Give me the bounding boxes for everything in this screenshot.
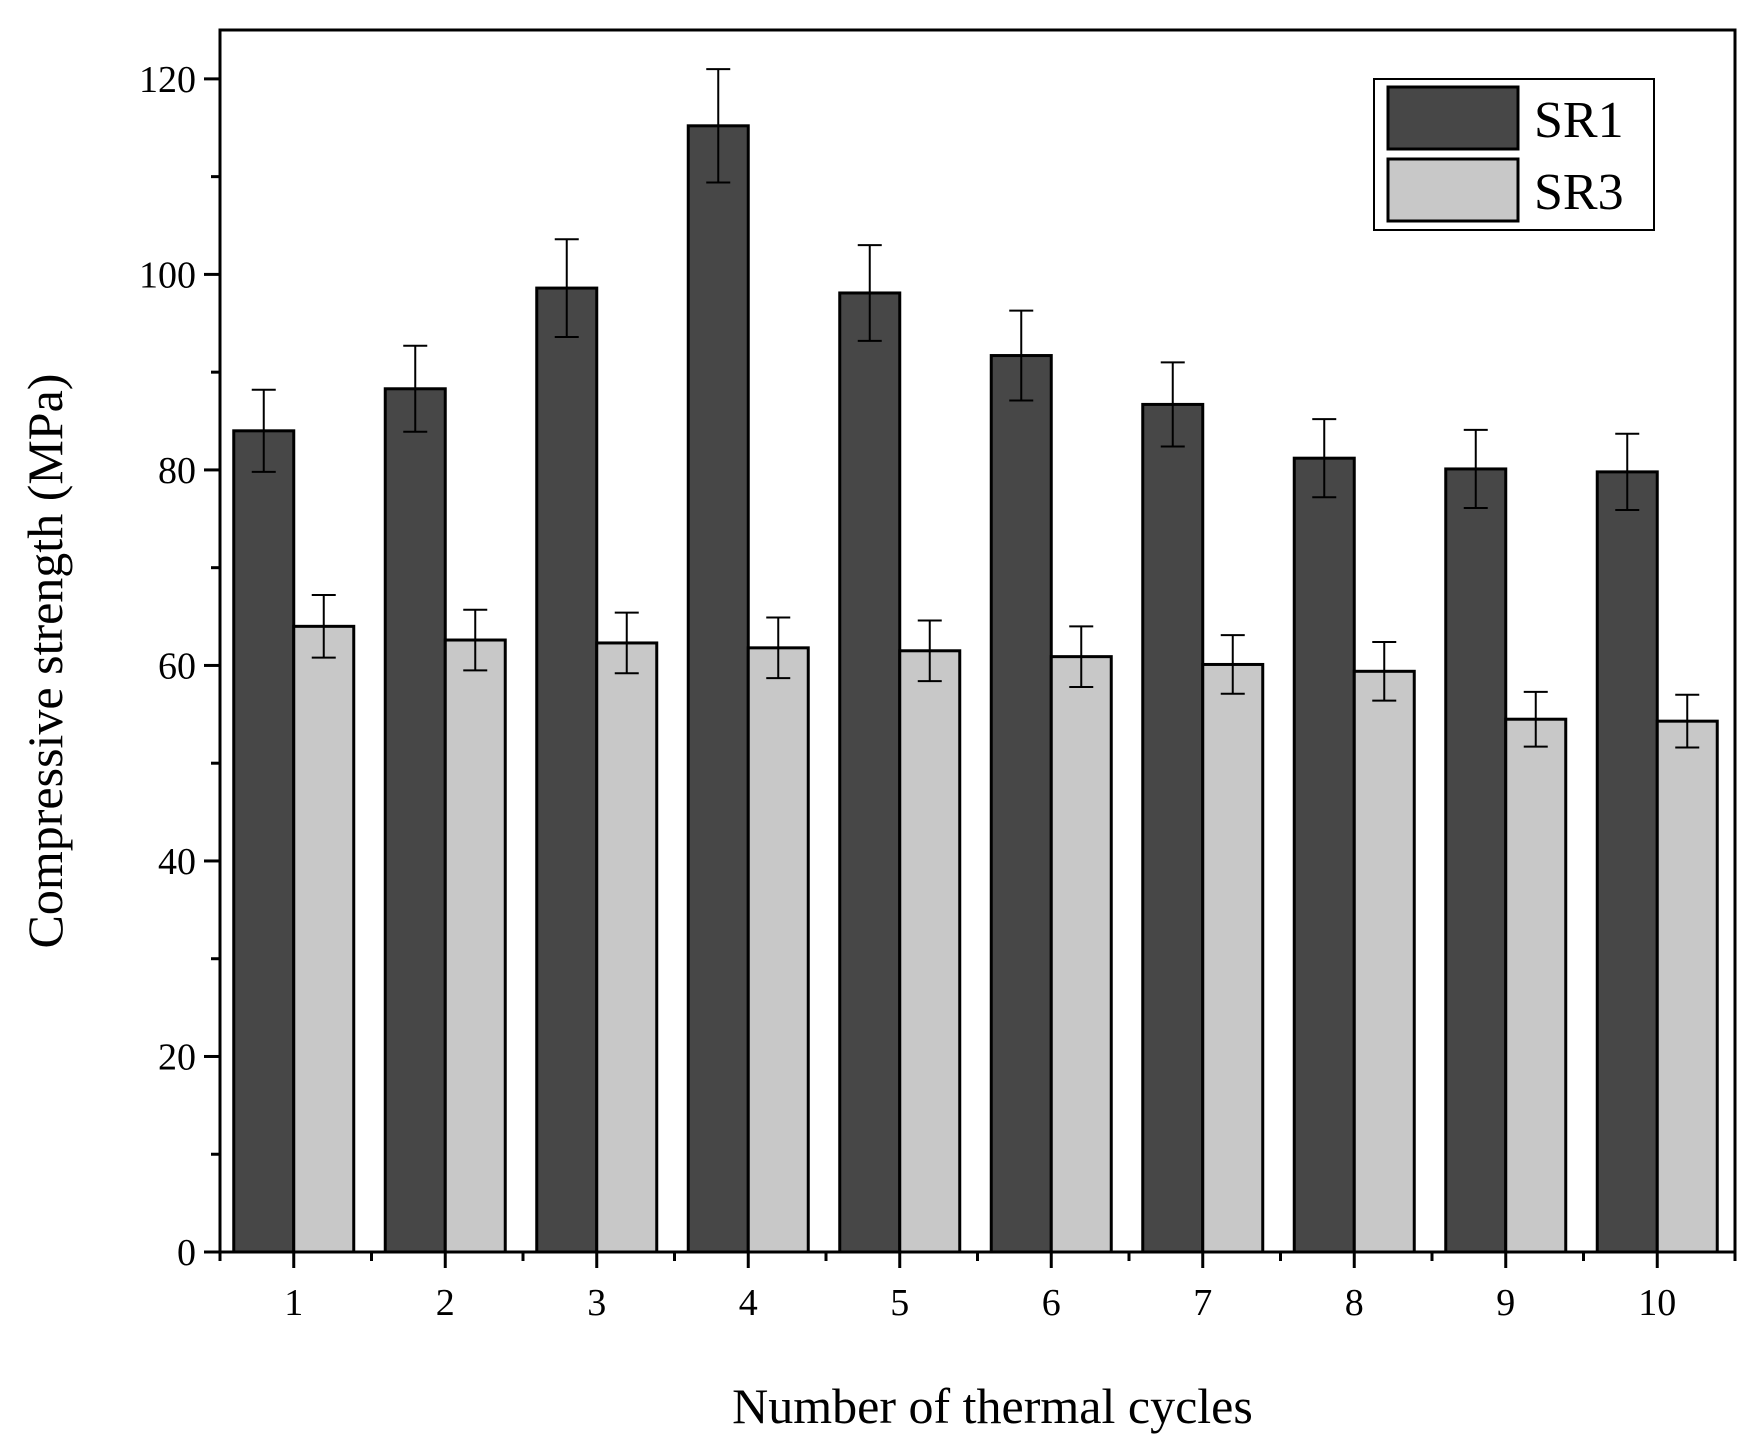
plot-area (232, 68, 1719, 1254)
error-bar (857, 244, 882, 342)
y-tick-label: 40 (158, 841, 196, 883)
bar-sr3 (1504, 717, 1568, 1254)
error-bar (1009, 309, 1034, 402)
error-bar (1372, 640, 1397, 702)
bar-sr3 (1655, 719, 1719, 1254)
bar-sr1 (1444, 467, 1508, 1254)
x-tick-label: 9 (1496, 1282, 1515, 1324)
error-bar (1675, 693, 1700, 749)
error-bar (554, 238, 579, 338)
error-bar (766, 616, 791, 680)
legend-label-sr1: SR1 (1534, 92, 1624, 149)
x-tick-label: 3 (587, 1282, 606, 1324)
y-tick-label: 80 (158, 450, 196, 492)
x-tick-label: 5 (890, 1282, 909, 1324)
bar-sr1 (686, 124, 750, 1254)
legend-swatch-sr3 (1386, 157, 1520, 223)
series-sr3 (292, 594, 1719, 1254)
bar-sr1 (232, 429, 296, 1254)
x-tick-label: 1 (284, 1282, 303, 1324)
y-tick-label: 0 (177, 1232, 196, 1274)
series-sr1 (232, 68, 1659, 1254)
error-bar (1069, 625, 1094, 688)
bar-sr3 (746, 646, 810, 1254)
error-bar (1220, 634, 1245, 695)
x-tick-label: 10 (1638, 1282, 1676, 1324)
y-tick-label: 20 (158, 1036, 196, 1078)
error-bar (311, 594, 336, 659)
bar-sr1 (1595, 470, 1659, 1254)
bar-sr3 (1352, 669, 1416, 1254)
error-bar (1463, 428, 1488, 510)
legend-swatch-sr1 (1386, 85, 1520, 151)
bar-sr3 (1201, 662, 1265, 1254)
error-bar (1523, 690, 1548, 748)
error-bar (1312, 418, 1337, 499)
y-tick-label: 100 (139, 254, 196, 296)
bar-sr1 (838, 291, 902, 1254)
bar-sr1 (1292, 456, 1356, 1254)
x-tick-label: 8 (1345, 1282, 1364, 1324)
x-axis: 1 2 3 4 5 6 7 8 9 10 (218, 1252, 1737, 1324)
bar-sr3 (595, 641, 659, 1254)
y-axis: 0 20 40 60 80 100 120 (139, 59, 220, 1274)
bar-sr1 (1141, 402, 1205, 1254)
bar-sr3 (443, 638, 507, 1254)
y-axis-title: Compressive strength (MPa) (17, 374, 73, 949)
bar-sr3 (292, 624, 356, 1254)
bar-sr1 (535, 286, 599, 1254)
x-tick-label: 7 (1193, 1282, 1212, 1324)
error-bar (463, 608, 488, 672)
error-bar (1160, 361, 1185, 448)
error-bar (614, 611, 639, 675)
legend-label-sr3: SR3 (1534, 164, 1624, 221)
y-tick-label: 120 (139, 59, 196, 101)
bar-sr3 (898, 649, 962, 1254)
bar-sr1 (383, 387, 447, 1254)
bar-sr3 (1049, 655, 1113, 1254)
y-tick-label: 60 (158, 645, 196, 687)
x-axis-title: Number of thermal cycles (732, 1378, 1253, 1434)
x-tick-label: 6 (1042, 1282, 1061, 1324)
error-bar (917, 619, 942, 683)
bar-sr1 (989, 354, 1053, 1254)
error-bar (251, 388, 276, 473)
x-tick-label: 4 (739, 1282, 758, 1324)
error-bar (1615, 432, 1640, 512)
error-bar (403, 344, 428, 433)
error-bar (706, 68, 731, 184)
x-tick-label: 2 (436, 1282, 455, 1324)
